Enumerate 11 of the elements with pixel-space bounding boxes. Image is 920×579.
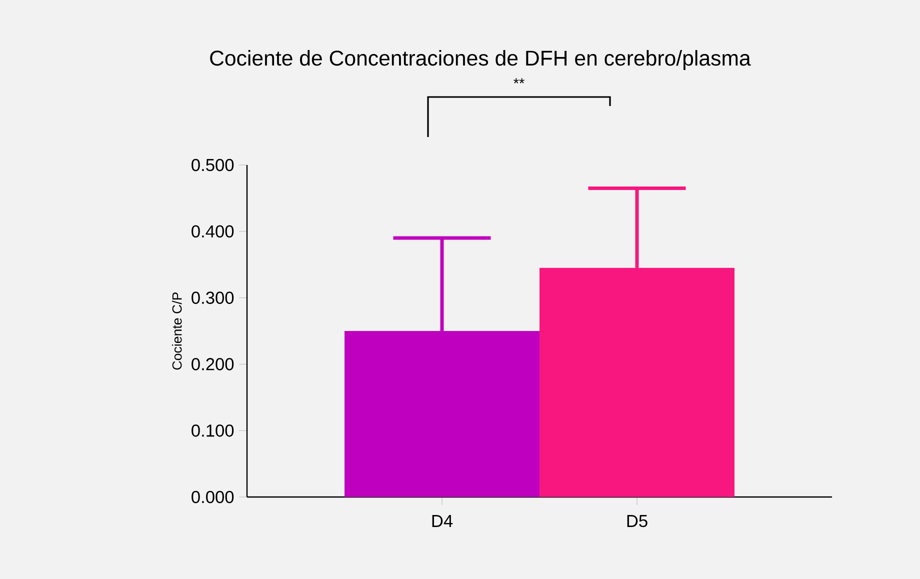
- x-tick-label: D4: [432, 515, 453, 527]
- y-tick-label: 0.400: [192, 225, 234, 238]
- y-tick-label: 0.300: [192, 292, 234, 304]
- x-tick-label: D5: [627, 515, 648, 528]
- text: **: [514, 78, 524, 84]
- chart-title: Cociente de Concentraciones de DFH en cerebro/plasma: [210, 50, 751, 70]
- y-tick-label: 0.100: [192, 424, 234, 437]
- y-tick-label: 0.000: [192, 490, 234, 504]
- y-tick-label: 0.500: [192, 158, 234, 172]
- y-tick-label: 0.200: [192, 358, 234, 370]
- y-axis-title: Cociente C/P: [172, 292, 182, 370]
